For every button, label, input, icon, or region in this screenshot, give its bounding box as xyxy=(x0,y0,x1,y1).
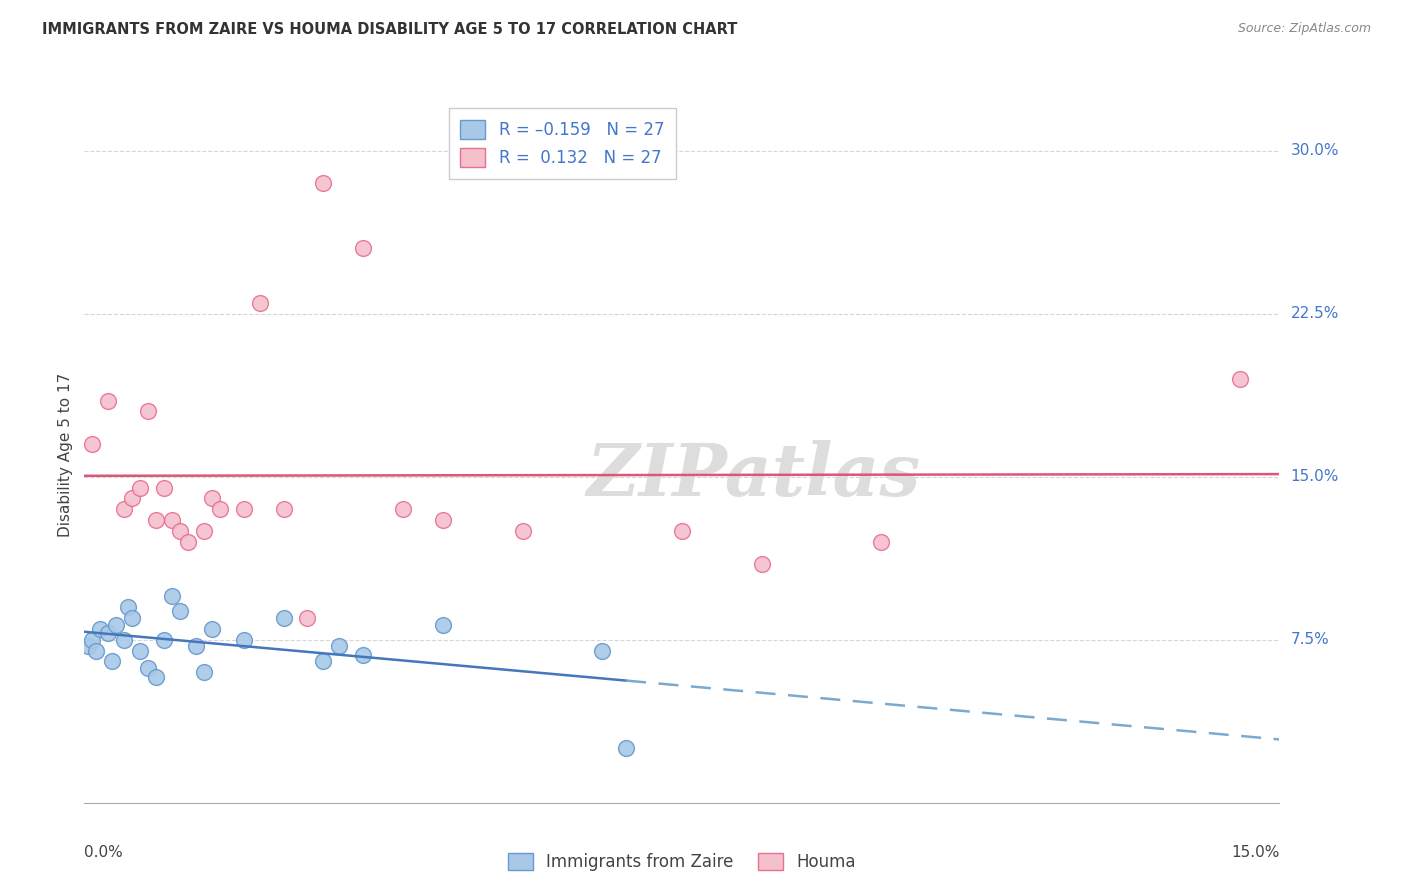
Point xyxy=(392,502,415,516)
Point xyxy=(512,524,534,538)
Point xyxy=(273,502,295,516)
Point xyxy=(112,632,135,647)
Text: Source: ZipAtlas.com: Source: ZipAtlas.com xyxy=(1237,22,1371,36)
Point xyxy=(169,605,191,619)
Point xyxy=(432,513,454,527)
Point xyxy=(432,617,454,632)
Point xyxy=(136,661,159,675)
Point xyxy=(352,241,374,255)
Point xyxy=(82,437,104,451)
Text: ZIPatlas: ZIPatlas xyxy=(586,441,921,511)
Point xyxy=(136,404,159,418)
Point xyxy=(77,639,100,653)
Point xyxy=(614,741,637,756)
Point xyxy=(312,655,335,669)
Point xyxy=(201,622,224,636)
Point xyxy=(105,617,128,632)
Point xyxy=(249,295,271,310)
Point xyxy=(273,611,295,625)
Point xyxy=(160,589,183,603)
Text: 15.0%: 15.0% xyxy=(1291,469,1339,484)
Point xyxy=(870,535,893,549)
Point xyxy=(232,502,254,516)
Text: 15.0%: 15.0% xyxy=(1232,845,1279,860)
Point xyxy=(232,632,254,647)
Text: IMMIGRANTS FROM ZAIRE VS HOUMA DISABILITY AGE 5 TO 17 CORRELATION CHART: IMMIGRANTS FROM ZAIRE VS HOUMA DISABILIT… xyxy=(42,22,738,37)
Point xyxy=(82,632,104,647)
Point xyxy=(121,611,143,625)
Point xyxy=(97,393,120,408)
Point xyxy=(129,643,152,657)
Point xyxy=(208,502,231,516)
Point xyxy=(201,491,224,506)
Text: 30.0%: 30.0% xyxy=(1291,143,1339,158)
Text: 22.5%: 22.5% xyxy=(1291,306,1339,321)
Text: 7.5%: 7.5% xyxy=(1291,632,1329,648)
Point xyxy=(129,481,152,495)
Point xyxy=(193,665,215,680)
Point xyxy=(169,524,191,538)
Point xyxy=(84,643,107,657)
Text: 0.0%: 0.0% xyxy=(84,845,124,860)
Point xyxy=(177,535,200,549)
Legend: Immigrants from Zaire, Houma: Immigrants from Zaire, Houma xyxy=(501,847,863,878)
Point xyxy=(145,670,167,684)
Point xyxy=(591,643,613,657)
Point xyxy=(193,524,215,538)
Point xyxy=(101,655,124,669)
Point xyxy=(112,502,135,516)
Point xyxy=(328,639,350,653)
Point xyxy=(117,600,139,615)
Point xyxy=(751,557,773,571)
Point xyxy=(97,626,120,640)
Point xyxy=(89,622,111,636)
Point xyxy=(352,648,374,662)
Point xyxy=(297,611,319,625)
Point xyxy=(121,491,143,506)
Y-axis label: Disability Age 5 to 17: Disability Age 5 to 17 xyxy=(58,373,73,537)
Point xyxy=(153,632,176,647)
Point xyxy=(145,513,167,527)
Point xyxy=(671,524,693,538)
Point xyxy=(312,176,335,190)
Point xyxy=(160,513,183,527)
Point xyxy=(1229,372,1251,386)
Point xyxy=(184,639,207,653)
Point xyxy=(153,481,176,495)
